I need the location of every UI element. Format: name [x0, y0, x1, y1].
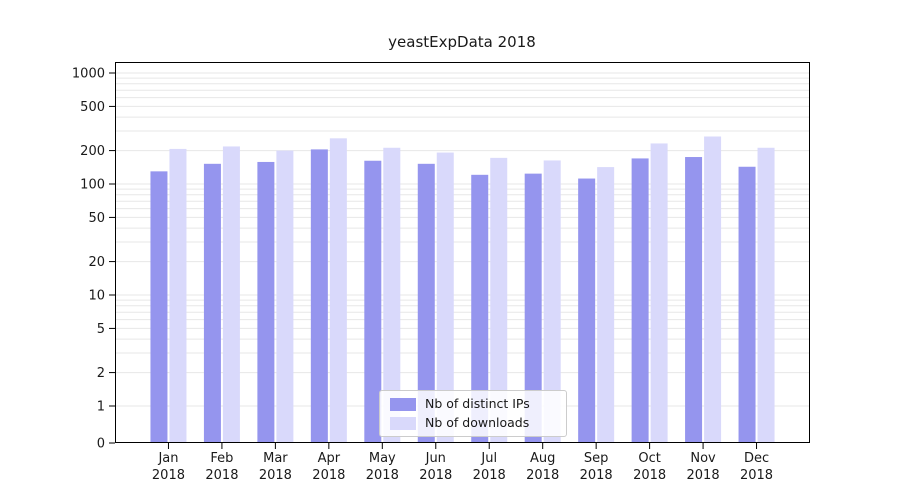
x-tick-label-year: 2018 [419, 468, 452, 483]
bar-distinct-ips [417, 163, 435, 443]
legend: Nb of distinct IPs Nb of downloads [379, 390, 567, 437]
x-tick-label-year: 2018 [152, 468, 185, 483]
y-tick-label: 500 [80, 100, 105, 115]
legend-label-distinct-ips: Nb of distinct IPs [425, 396, 530, 411]
x-tick-label-year: 2018 [312, 468, 345, 483]
x-tick-label-month: Apr [318, 451, 341, 466]
bar-distinct-ips [310, 149, 328, 443]
bar-distinct-ips [685, 157, 703, 444]
y-tick-label: 1 [97, 400, 105, 415]
bar-distinct-ips [364, 160, 382, 443]
bar-downloads [329, 138, 347, 443]
bar-distinct-ips [257, 161, 275, 443]
bars [150, 136, 775, 444]
legend-label-downloads: Nb of downloads [425, 415, 530, 430]
bar-downloads [757, 147, 775, 443]
bar-downloads [490, 157, 508, 444]
bar-downloads [650, 143, 668, 443]
bar-distinct-ips [738, 166, 756, 444]
x-tick-label-month: Sep [584, 451, 609, 466]
x-tick-label-month: Nov [690, 451, 716, 466]
bar-downloads [169, 148, 187, 443]
y-tick-label: 1000 [72, 67, 105, 82]
x-tick-label-month: Jul [480, 451, 497, 466]
bar-downloads [704, 136, 722, 443]
legend-item-downloads: Nb of downloads [390, 416, 556, 430]
x-tick-label-month: May [369, 451, 396, 466]
x-tick-label-month: Dec [744, 451, 769, 466]
x-tick-label-month: Aug [530, 451, 555, 466]
y-tick-label: 200 [80, 144, 105, 159]
bar-downloads [276, 150, 294, 443]
bar-distinct-ips [524, 173, 542, 443]
x-tick-label-year: 2018 [580, 468, 613, 483]
y-tick-label: 20 [88, 255, 105, 270]
y-tick-label: 2 [97, 366, 105, 381]
bar-distinct-ips [471, 174, 489, 443]
bar-downloads [597, 167, 615, 443]
x-tick-label-month: Oct [638, 451, 660, 466]
legend-swatch-downloads-icon [390, 416, 416, 430]
x-tick-label-year: 2018 [633, 468, 666, 483]
y-tick-label: 0 [97, 437, 105, 452]
axis-labels: 0 1 2 5 10 20 50 100 200 500 1000 Jan 2018 Feb 2018 Mar… [72, 67, 773, 484]
y-tick-label: 100 [80, 178, 105, 193]
bar-distinct-ips [150, 171, 168, 443]
y-tick-label: 10 [88, 289, 105, 304]
bar-downloads [543, 160, 561, 443]
y-tick-label: 5 [97, 322, 105, 337]
bar-distinct-ips [578, 178, 596, 443]
y-tick-label: 50 [88, 211, 105, 226]
bar-downloads [222, 146, 240, 443]
x-tick-label-month: Jun [425, 451, 446, 466]
legend-item-distinct-ips: Nb of distinct IPs [390, 397, 556, 411]
x-tick-label-month: Feb [210, 451, 233, 466]
legend-swatch-ips-icon [390, 397, 416, 411]
chart-title: yeastExpData 2018 [388, 33, 536, 51]
x-tick-label-year: 2018 [473, 468, 506, 483]
x-tick-label-year: 2018 [526, 468, 559, 483]
axes [109, 62, 810, 449]
x-tick-label-month: Jan [157, 451, 178, 466]
bar-downloads [383, 147, 401, 443]
x-tick-label-year: 2018 [259, 468, 292, 483]
plot-border [115, 62, 810, 443]
x-tick-label-year: 2018 [687, 468, 720, 483]
x-tick-label-year: 2018 [366, 468, 399, 483]
bar-downloads [436, 152, 454, 443]
x-tick-label-year: 2018 [205, 468, 238, 483]
bar-distinct-ips [203, 163, 221, 443]
bar-distinct-ips [631, 158, 649, 443]
x-tick-label-year: 2018 [740, 468, 773, 483]
x-tick-label-month: Mar [263, 451, 288, 466]
